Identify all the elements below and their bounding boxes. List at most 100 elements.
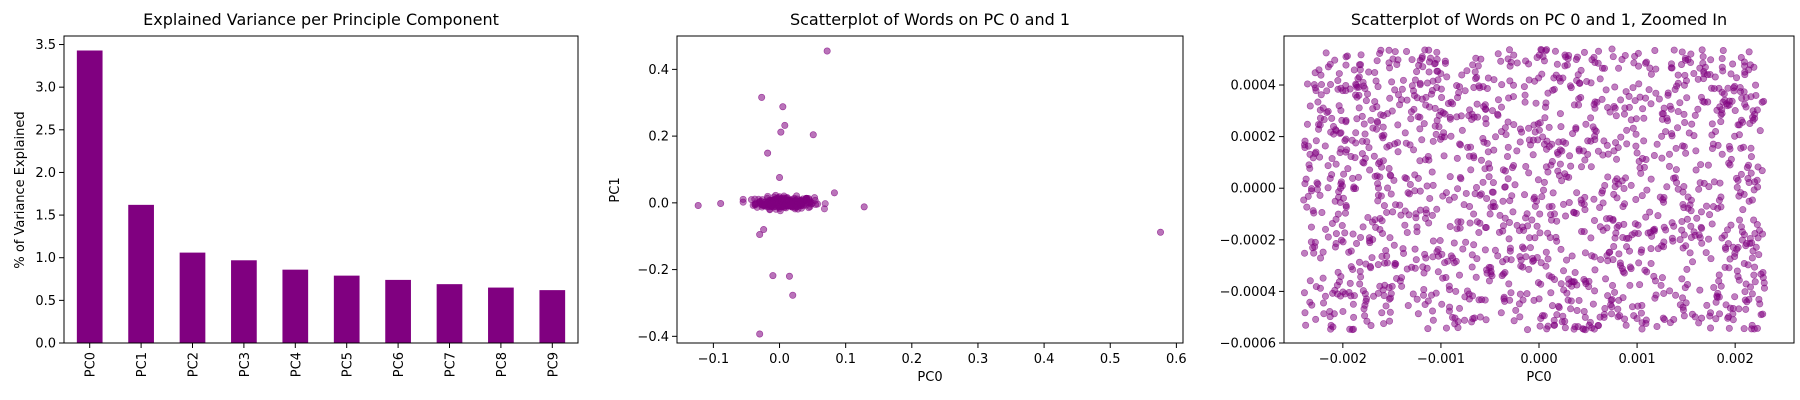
data-point [1384,184,1392,192]
data-point [1489,199,1497,207]
data-point [1385,46,1393,54]
data-point [1327,321,1335,329]
data-point [1670,316,1678,324]
data-point [1563,173,1571,181]
data-point [756,330,764,338]
y-tick-label: −0.4 [637,330,669,345]
data-point [805,204,813,212]
data-point [1757,270,1765,278]
data-point [1510,317,1518,325]
data-point [1329,289,1337,297]
data-point [1475,229,1483,237]
data-point [1587,234,1595,242]
data-point [1361,290,1369,298]
data-point [1421,46,1429,54]
data-point [1568,282,1576,290]
data-point [1446,173,1454,181]
data-point [1360,120,1368,128]
data-point [1418,136,1426,144]
data-point [1609,53,1617,61]
data-point [1337,129,1345,137]
x-tick-label: 0.002 [1717,352,1754,367]
data-point [1432,130,1440,138]
data-point [1610,102,1618,110]
plot-frame [63,35,579,344]
data-point [1637,248,1645,256]
data-point [1434,268,1442,276]
data-point [1674,79,1682,87]
data-point [1680,81,1688,89]
data-point [1617,96,1625,104]
data-point [1473,100,1481,108]
data-point [1672,291,1680,299]
data-point [1455,89,1463,97]
data-point [1581,249,1589,257]
data-point [1660,289,1668,297]
data-point [1733,74,1741,82]
data-point [1468,251,1476,259]
data-point [1540,312,1548,320]
data-point [1304,142,1312,150]
data-point [1322,225,1330,233]
data-point [1715,271,1723,279]
data-point [1412,256,1420,264]
data-point [1652,65,1660,73]
data-point [1366,166,1374,174]
data-point [1391,86,1399,94]
data-point [1445,282,1453,290]
data-point [1386,234,1394,242]
data-point [860,203,868,211]
data-point [1719,46,1727,54]
data-point [1634,221,1642,229]
data-point [760,226,768,234]
data-point [1489,179,1497,187]
data-point [1399,76,1407,84]
data-point [1697,208,1705,216]
data-point [1324,107,1332,115]
data-point [1482,223,1490,231]
data-point [1342,135,1350,143]
data-point [1511,181,1519,189]
y-tick-label: 3.0 [35,81,56,96]
chart-title: Scatterplot of Words on PC 0 and 1 [790,10,1070,29]
data-point [1608,310,1616,318]
x-tick-label: PC0 [84,352,99,377]
data-point [1684,193,1692,201]
data-point [1509,208,1517,216]
data-point [1472,273,1480,281]
data-point [1658,132,1666,140]
data-point [1411,264,1419,272]
data-point [1620,110,1628,118]
data-point [1635,259,1643,267]
x-tick-label: 0.001 [1618,352,1655,367]
data-point [1723,102,1731,110]
data-point [1582,120,1590,128]
data-point [1580,228,1588,236]
data-point [1475,296,1483,304]
data-point [1754,163,1762,171]
data-point [1642,316,1650,324]
data-point [1716,310,1724,318]
data-point [1394,148,1402,156]
data-point [1542,262,1550,270]
data-point [1640,163,1648,171]
data-point [1672,166,1680,174]
data-point [1692,147,1700,155]
data-point [1453,113,1461,121]
data-point [1733,183,1741,191]
data-point [752,200,760,208]
data-point [1599,187,1607,195]
y-tick-label: 0.0004 [1231,79,1277,94]
data-point [1742,305,1750,313]
data-point [1383,208,1391,216]
data-point [1462,238,1470,246]
plot-frame [1283,35,1795,344]
bar-pc3 [231,260,257,343]
data-point [1651,294,1659,302]
data-point [1434,67,1442,75]
data-point [1739,206,1747,214]
data-point [1401,207,1409,215]
data-point [1319,104,1327,112]
data-point [1707,324,1715,332]
